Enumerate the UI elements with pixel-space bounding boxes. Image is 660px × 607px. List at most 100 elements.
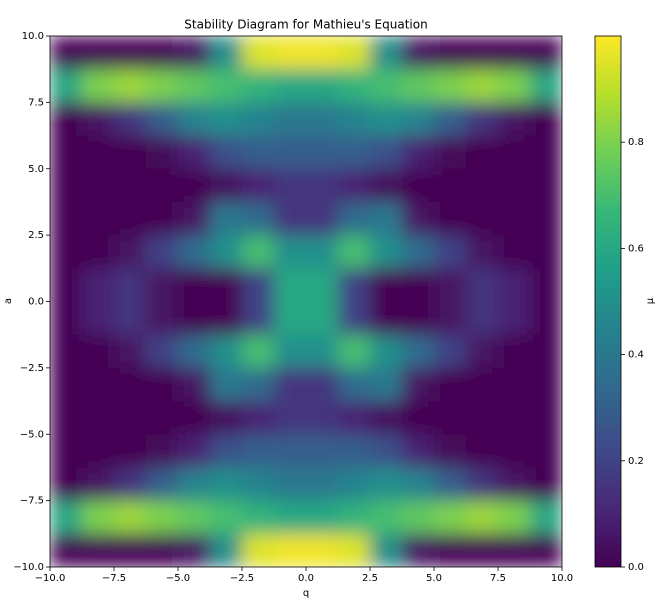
heat-cell	[50, 334, 83, 369]
heat-cell	[402, 467, 435, 502]
heat-cell	[530, 102, 562, 137]
heat-cell	[50, 467, 83, 502]
heat-cell	[370, 102, 403, 137]
heat-cell	[178, 168, 211, 203]
heat-cell	[530, 434, 562, 468]
heat-cell	[498, 434, 531, 468]
heat-cell	[50, 401, 83, 435]
heat-cell	[306, 235, 339, 269]
heat-cell	[434, 500, 467, 535]
heat-cell	[82, 401, 115, 435]
heat-cell	[274, 500, 307, 535]
heat-cell	[242, 467, 275, 502]
heat-cell	[306, 334, 339, 369]
x-tick-label: 2.5	[362, 573, 378, 584]
colorbar-tick-label: 0.0	[628, 562, 644, 573]
heat-cell	[530, 467, 562, 502]
heat-cell	[370, 235, 403, 269]
heat-cell	[82, 268, 115, 302]
heat-cell	[50, 268, 83, 302]
heat-cell	[530, 401, 562, 435]
heat-cell	[50, 500, 83, 535]
heat-cell	[274, 102, 307, 137]
heat-cell	[530, 36, 562, 70]
heat-cell	[114, 102, 147, 137]
heat-cell	[210, 401, 243, 435]
y-tick-label: 7.5	[28, 97, 44, 108]
heat-cell	[178, 367, 211, 402]
heat-cell	[338, 268, 371, 302]
heat-cell	[402, 235, 435, 269]
heat-cell	[146, 201, 179, 236]
colorbar	[594, 35, 622, 568]
heat-cell	[466, 301, 499, 336]
heat-cell	[466, 533, 499, 567]
heat-cell	[306, 69, 339, 103]
heat-cell	[50, 201, 83, 236]
heat-cell	[242, 102, 275, 137]
heat-cell	[466, 367, 499, 402]
y-tick-label: 10.0	[22, 31, 44, 42]
heat-cell	[338, 201, 371, 236]
heat-cell	[498, 69, 531, 103]
heat-cell	[274, 401, 307, 435]
heat-cell	[114, 135, 147, 170]
heat-cell	[370, 268, 403, 302]
heat-cell	[338, 69, 371, 103]
heat-cell	[50, 367, 83, 402]
colorbar-tick-label: 0.4	[628, 350, 644, 361]
heat-cell	[146, 36, 179, 70]
heat-cell	[146, 434, 179, 468]
heat-cell	[50, 36, 83, 70]
heat-cell	[370, 301, 403, 336]
x-tick-label: 7.5	[490, 573, 506, 584]
heat-cell	[114, 434, 147, 468]
heat-cell	[370, 135, 403, 170]
heat-cell	[306, 467, 339, 502]
heat-cell	[178, 235, 211, 269]
heat-cell	[530, 334, 562, 369]
colorbar-tick-label: 0.6	[628, 243, 644, 254]
heat-cell	[178, 268, 211, 302]
heat-cell	[210, 500, 243, 535]
heat-cell	[178, 434, 211, 468]
heat-cell	[50, 69, 83, 103]
heat-cell	[114, 36, 147, 70]
heat-cell	[306, 268, 339, 302]
colorbar-label: μ	[645, 297, 656, 304]
heat-cell	[530, 135, 562, 170]
heat-cell	[242, 334, 275, 369]
heat-cell	[498, 235, 531, 269]
heat-cell	[82, 434, 115, 468]
heat-cell	[370, 533, 403, 567]
heat-cell	[498, 201, 531, 236]
heat-cell	[306, 135, 339, 170]
heat-cell	[338, 467, 371, 502]
heat-cell	[274, 268, 307, 302]
heat-cell	[210, 36, 243, 70]
heat-cell	[498, 36, 531, 70]
heat-cell	[82, 467, 115, 502]
heat-cell	[210, 135, 243, 170]
heat-cell	[210, 434, 243, 468]
heat-cell	[146, 69, 179, 103]
heat-cell	[306, 367, 339, 402]
heat-cell	[146, 301, 179, 336]
heat-cell	[50, 301, 83, 336]
heat-cell	[338, 135, 371, 170]
heat-cell	[178, 135, 211, 170]
heat-cell	[210, 235, 243, 269]
heat-cell	[338, 36, 371, 70]
heat-cell	[338, 533, 371, 567]
heat-cell	[242, 69, 275, 103]
heat-cell	[82, 168, 115, 203]
heat-cell	[434, 135, 467, 170]
heat-cell	[530, 268, 562, 302]
heat-cell	[402, 102, 435, 137]
heat-cell	[338, 102, 371, 137]
heat-cell	[114, 367, 147, 402]
heat-cell	[114, 301, 147, 336]
heat-cell	[466, 36, 499, 70]
heat-cell	[498, 500, 531, 535]
heat-cell	[370, 434, 403, 468]
